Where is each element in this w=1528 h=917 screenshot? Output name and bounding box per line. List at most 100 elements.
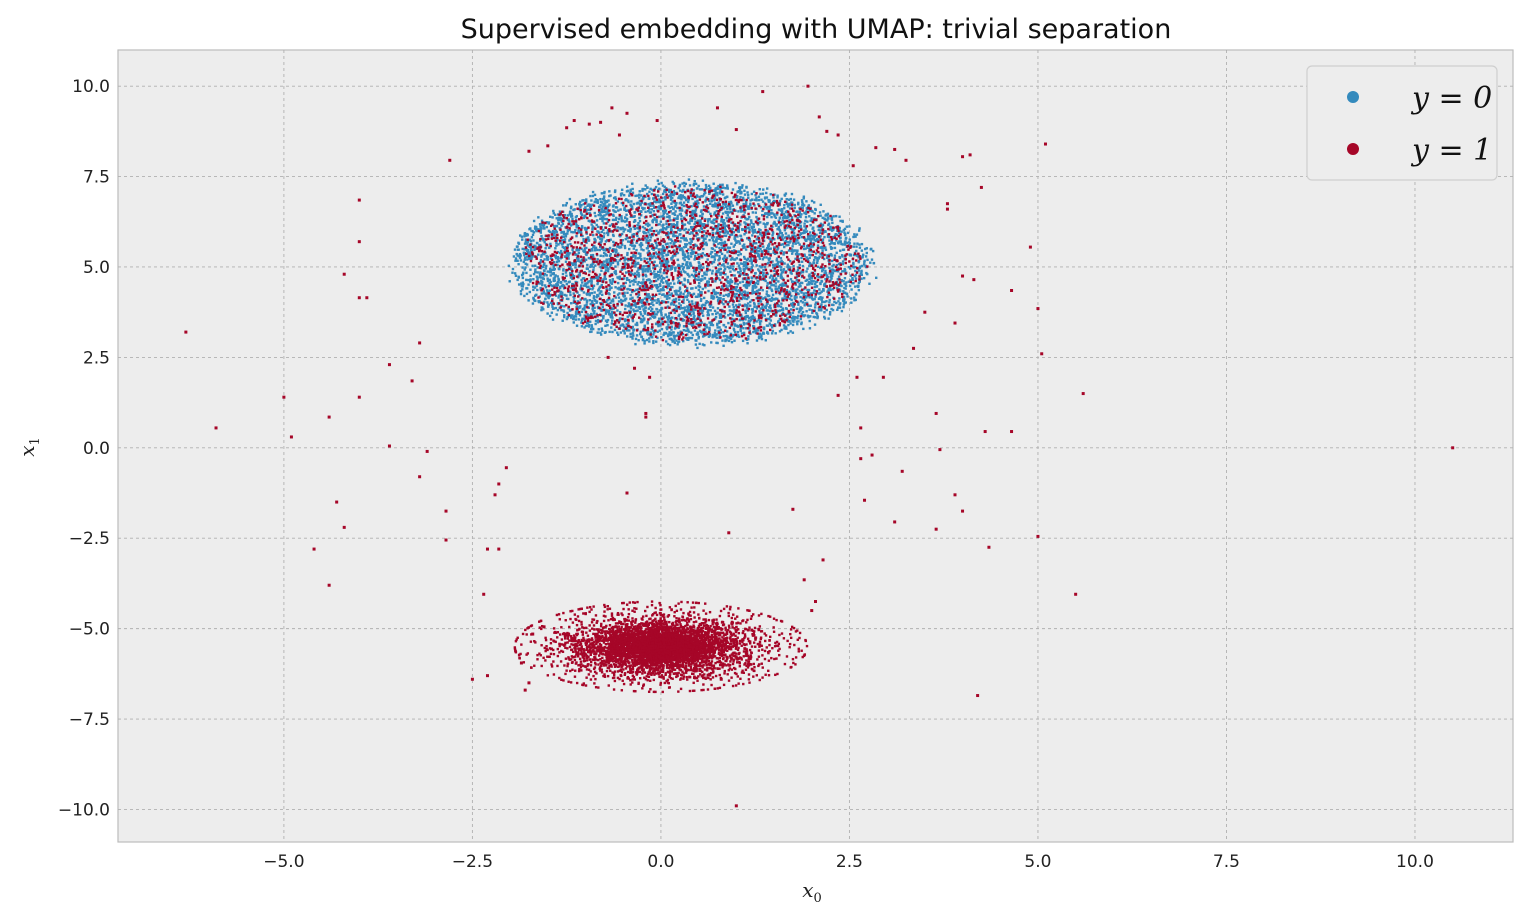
data-point: [698, 188, 702, 191]
data-point: [710, 236, 714, 239]
data-point: [653, 313, 656, 316]
data-point: [637, 300, 640, 303]
data-point: [853, 233, 856, 236]
data-point: [746, 309, 750, 312]
data-point: [596, 225, 600, 229]
data-point: [548, 230, 552, 234]
data-point: [635, 241, 638, 244]
data-point: [632, 328, 636, 331]
data-point: [559, 257, 562, 260]
data-point: [857, 288, 861, 292]
data-point: [766, 212, 770, 216]
data-point: [616, 200, 620, 203]
data-point: [643, 297, 647, 300]
data-point: [686, 307, 690, 310]
data-point: [623, 267, 626, 270]
data-point: [599, 307, 602, 311]
data-point: [663, 277, 666, 280]
data-point: [602, 236, 605, 239]
data-point: [804, 215, 808, 219]
data-point: [697, 184, 700, 188]
data-point: [708, 277, 711, 281]
data-point: [761, 306, 764, 309]
data-point: [508, 280, 511, 283]
data-point: [740, 315, 743, 318]
data-point: [534, 294, 537, 297]
data-point: [756, 291, 760, 294]
data-point: [717, 277, 720, 280]
data-point: [781, 282, 784, 285]
data-point: [839, 290, 842, 293]
data-point: [779, 257, 783, 260]
data-point: [600, 327, 603, 330]
data-point: [650, 208, 654, 211]
data-point: [663, 251, 666, 255]
data-point: [769, 304, 772, 307]
data-point: [846, 231, 850, 235]
data-point: [749, 199, 752, 202]
data-point: [820, 274, 823, 277]
data-point: [706, 280, 709, 283]
data-point: [669, 238, 673, 241]
data-point: [653, 187, 657, 191]
data-point: [561, 239, 564, 242]
data-point: [771, 260, 774, 263]
data-point: [603, 232, 606, 235]
data-point: [686, 251, 690, 255]
data-point: [554, 235, 558, 238]
data-point: [528, 256, 531, 259]
data-point: [653, 331, 656, 334]
data-point: [625, 217, 629, 221]
data-point: [606, 269, 610, 273]
data-point: [562, 232, 566, 236]
data-point: [663, 185, 666, 189]
data-point: [828, 310, 832, 314]
data-point: [675, 224, 679, 227]
data-point: [589, 327, 593, 331]
data-point: [683, 278, 686, 282]
data-point: [731, 314, 734, 317]
data-point: [732, 265, 735, 268]
data-point: [599, 254, 602, 257]
data-point: [699, 330, 703, 334]
data-point: [548, 215, 552, 218]
data-point: [820, 290, 823, 293]
data-point: [800, 321, 803, 324]
data-point: [747, 277, 750, 281]
data-point: [694, 339, 697, 342]
data-point: [643, 339, 646, 343]
data-point: [556, 275, 559, 278]
data-point: [583, 226, 587, 230]
data-point: [576, 257, 579, 260]
data-point: [771, 234, 774, 237]
data-point: [716, 206, 720, 209]
data-point: [629, 307, 633, 310]
data-point: [635, 305, 638, 309]
data-point: [826, 256, 829, 259]
data-point: [829, 245, 833, 249]
data-point: [723, 269, 726, 272]
data-point: [802, 327, 805, 331]
data-point: [751, 211, 755, 214]
data-point: [751, 250, 754, 253]
data-point: [729, 266, 732, 269]
data-point: [767, 198, 770, 202]
data-point: [822, 257, 826, 261]
data-point: [750, 317, 754, 321]
data-point: [534, 299, 537, 303]
data-point: [633, 289, 636, 293]
data-point: [687, 178, 691, 181]
data-point: [560, 231, 563, 234]
data-point: [721, 220, 725, 224]
data-point: [724, 273, 727, 276]
data-point: [739, 329, 742, 333]
data-point: [789, 240, 792, 243]
data-point: [552, 233, 555, 237]
data-point: [806, 267, 809, 270]
data-point: [840, 254, 844, 257]
data-point: [742, 198, 745, 202]
data-point: [535, 229, 538, 232]
data-point: [815, 233, 818, 237]
data-point: [767, 244, 771, 247]
data-point: [602, 195, 606, 198]
